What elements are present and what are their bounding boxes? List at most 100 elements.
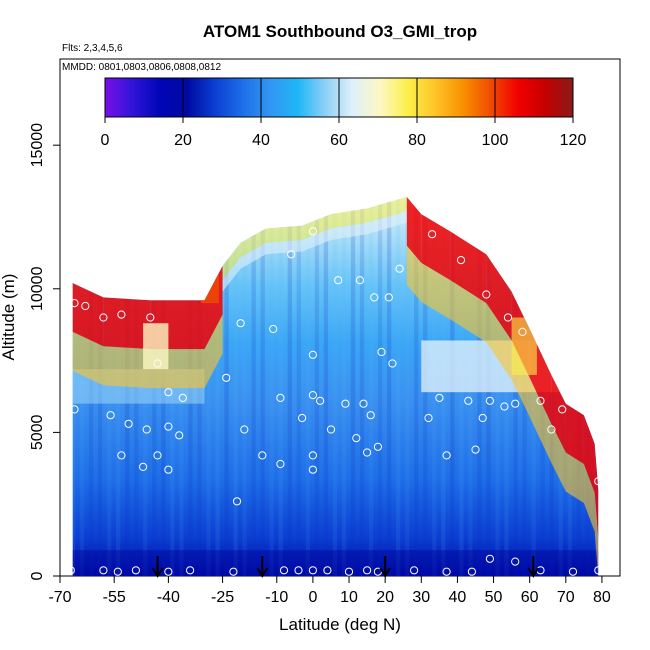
- marker-arrow-head: [151, 567, 164, 578]
- flight-point: [352, 434, 361, 443]
- field-streak: [585, 196, 591, 576]
- flight-point: [186, 566, 195, 575]
- flight-point: [164, 388, 173, 397]
- flight-point: [178, 393, 187, 402]
- flight-point: [308, 227, 317, 236]
- flight-point: [464, 396, 473, 405]
- flight-point: [558, 405, 567, 414]
- field-streak: [332, 196, 338, 576]
- ceiling-band-inner: [330, 222, 368, 240]
- ceiling-band-inner: [204, 314, 223, 389]
- ceiling-band: [330, 208, 368, 229]
- flight-point: [456, 256, 466, 265]
- flight-point: [287, 250, 296, 259]
- x-tick-label: 40: [449, 589, 467, 606]
- flight-point: [485, 554, 494, 563]
- x-tick-label: 20: [376, 589, 394, 606]
- field-streak: [242, 196, 247, 576]
- flight-point: [471, 445, 480, 454]
- field-streak: [278, 196, 283, 576]
- flight-point: [395, 264, 404, 273]
- flight-point: [363, 448, 372, 457]
- flight-point: [308, 350, 317, 359]
- flight-point: [222, 373, 231, 382]
- ceiling-band: [450, 231, 487, 304]
- flight-point: [536, 396, 545, 405]
- flight-point: [308, 451, 317, 460]
- flight-point: [326, 425, 336, 434]
- flight-point: [81, 301, 90, 311]
- flight-point: [117, 310, 126, 319]
- field-streak: [233, 196, 238, 576]
- marker-arrow-head: [527, 567, 540, 578]
- field-streak: [396, 196, 401, 576]
- flight-point: [269, 324, 278, 334]
- flight-point: [373, 442, 382, 451]
- flight-point: [550, 365, 560, 374]
- flight-point: [503, 313, 513, 322]
- x-axis: -70 -55 -40 -25 -10 0 10 20 30 40 50 60 70 80: [48, 576, 611, 606]
- flight-point: [428, 230, 437, 239]
- flight-point: [377, 347, 386, 357]
- x-tick-label: -70: [48, 589, 71, 606]
- x-tick-label: 80: [593, 589, 611, 606]
- x-tick-label: -10: [265, 589, 288, 606]
- flight-point: [388, 359, 397, 368]
- ceiling-band: [367, 196, 407, 223]
- flight-point: [482, 290, 491, 299]
- ceiling-band: [302, 214, 331, 240]
- flight-point: [341, 399, 350, 408]
- x-tick-label: -25: [211, 589, 234, 606]
- field-streak: [260, 196, 265, 576]
- flight-point: [164, 567, 173, 576]
- x-tick-label: -40: [157, 589, 180, 606]
- colorbar-tick-label: 60: [330, 132, 348, 149]
- flight-point: [511, 399, 520, 408]
- ceiling-band: [421, 214, 451, 281]
- x-tick-label: 50: [485, 589, 503, 606]
- flight-point: [113, 567, 122, 576]
- y-axis: 0 5000 10000 15000: [29, 123, 60, 580]
- ceiling-band: [103, 297, 151, 350]
- flight-point: [485, 396, 494, 405]
- field-streak: [386, 196, 392, 576]
- field-streak: [414, 196, 419, 576]
- ceiling-band-inner: [240, 242, 266, 269]
- field-streak: [558, 196, 563, 576]
- flight-point: [594, 566, 603, 575]
- flight-point: [363, 566, 372, 575]
- flight-point: [164, 422, 173, 431]
- data-field: [72, 196, 599, 576]
- field-streak: [323, 196, 329, 576]
- y-tick-label: 15000: [29, 123, 46, 168]
- field-streak: [359, 196, 365, 576]
- flight-point: [153, 451, 162, 460]
- x-tick-label: 60: [521, 589, 539, 606]
- field-streak: [314, 196, 320, 576]
- surface-band: [72, 550, 599, 576]
- flight-point: [594, 477, 603, 486]
- ceiling-band: [583, 415, 595, 493]
- field-streak: [269, 196, 274, 576]
- ceiling-band-inner: [594, 492, 599, 576]
- flight-point: [547, 425, 556, 434]
- ceiling-band: [240, 228, 266, 258]
- flight-point: [308, 465, 317, 474]
- flight-point: [70, 299, 79, 308]
- fold-band: [511, 317, 537, 375]
- ceiling-band: [265, 225, 303, 243]
- flight-point: [294, 566, 303, 575]
- x-tick-label: 70: [557, 589, 575, 606]
- flight-point: [276, 459, 285, 469]
- x-tick-label: 10: [340, 589, 358, 606]
- ceiling-band-inner: [367, 211, 407, 235]
- flight-point: [344, 567, 354, 576]
- ceiling-band: [565, 403, 584, 464]
- flight-point: [467, 567, 476, 576]
- ceiling-band: [594, 443, 599, 539]
- flight-point: [500, 402, 509, 411]
- flight-point: [146, 313, 155, 322]
- chart-subtitle-dates: MMDD: 0801,0803,0806,0808,0812: [62, 62, 221, 73]
- flight-point: [410, 566, 419, 575]
